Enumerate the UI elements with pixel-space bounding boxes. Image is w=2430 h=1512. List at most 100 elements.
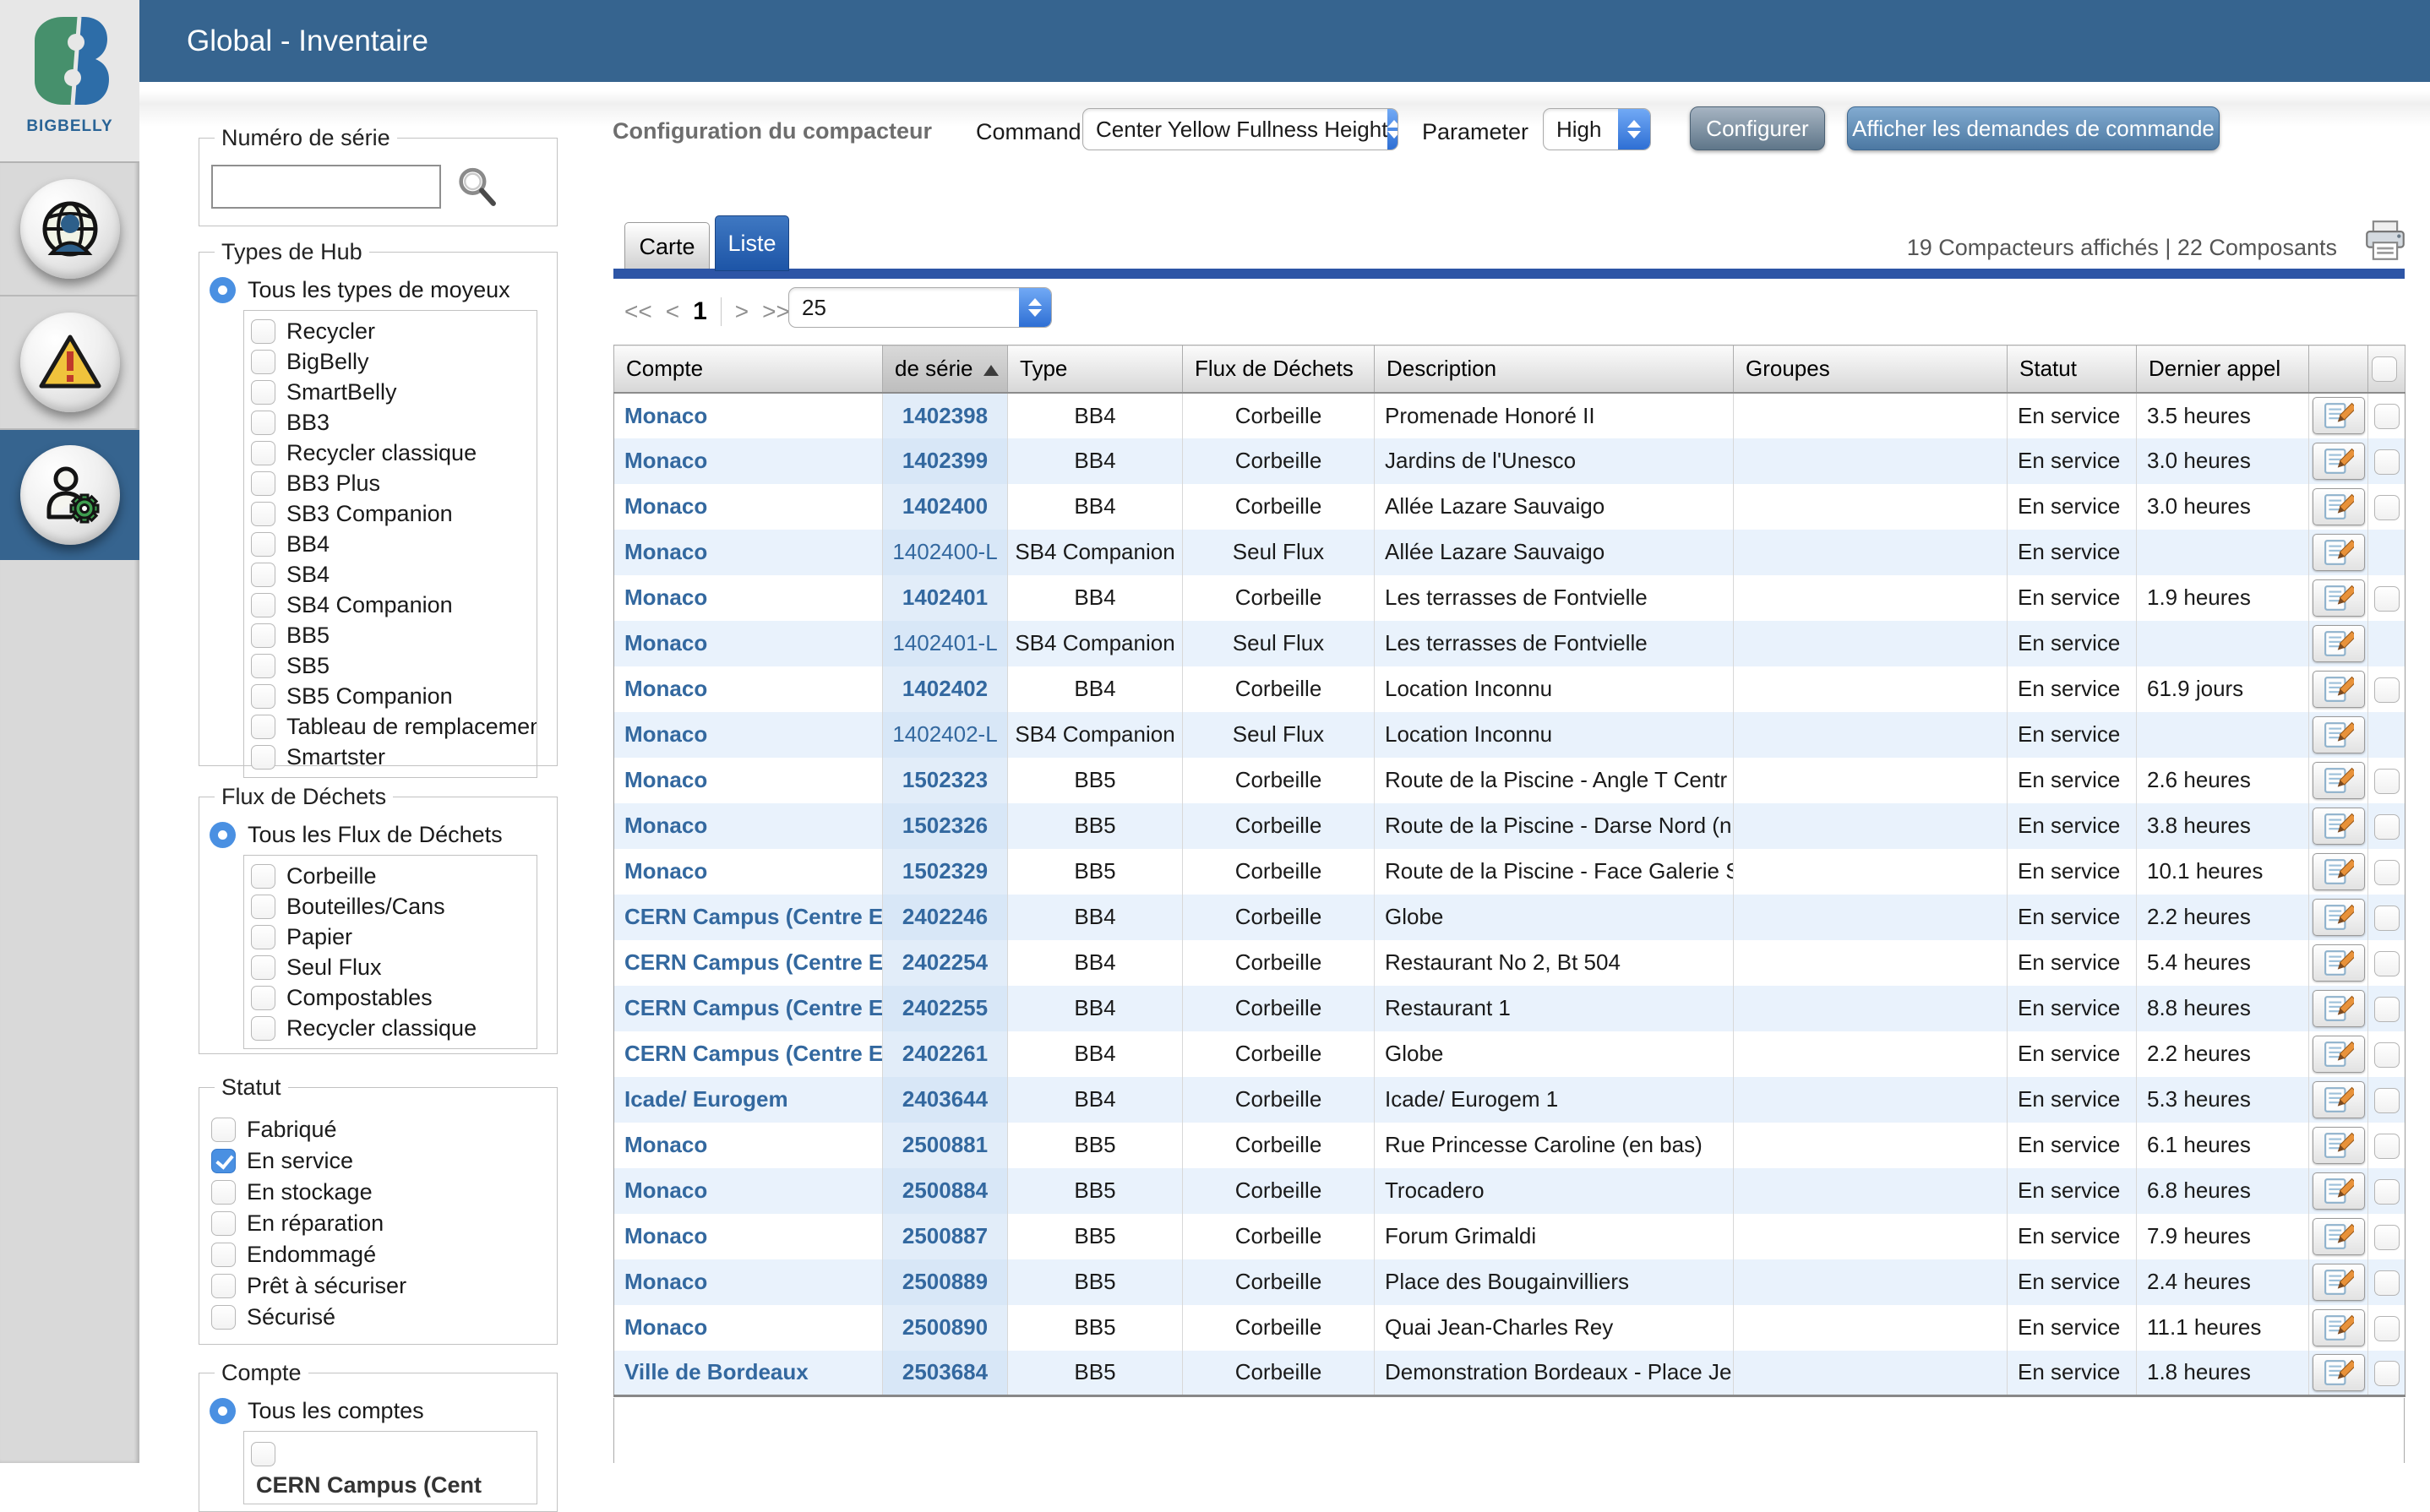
edit-button[interactable] [2312, 1172, 2365, 1210]
row-checkbox[interactable] [2373, 1178, 2400, 1205]
serial-link[interactable]: 2403644 [902, 1086, 989, 1112]
serial-link[interactable]: 2500887 [902, 1223, 989, 1248]
hub-type-checkbox[interactable] [251, 410, 275, 435]
row-checkbox[interactable] [2373, 1042, 2400, 1068]
status-checkbox[interactable] [211, 1149, 236, 1173]
edit-button[interactable] [2312, 1217, 2365, 1255]
account-link[interactable]: CERN Campus (Centre E [624, 904, 883, 929]
row-checkbox[interactable] [2373, 768, 2400, 794]
row-checkbox[interactable] [2373, 449, 2400, 475]
print-button[interactable] [2364, 220, 2406, 262]
col-header-compte[interactable]: Compte [613, 345, 883, 394]
row-checkbox[interactable] [2373, 859, 2400, 885]
account-link[interactable]: Monaco [624, 767, 708, 792]
edit-button[interactable] [2312, 807, 2365, 845]
parameter-select[interactable]: High [1543, 108, 1651, 150]
serial-link[interactable]: 1402401-L [892, 630, 998, 655]
status-checkbox[interactable] [211, 1305, 236, 1330]
alerts-button[interactable] [19, 313, 120, 412]
edit-button[interactable] [2312, 533, 2365, 571]
edit-button[interactable] [2312, 1353, 2365, 1391]
serial-link[interactable]: 2500881 [902, 1132, 989, 1157]
row-checkbox[interactable] [2373, 905, 2400, 931]
account-link[interactable]: Monaco [624, 858, 708, 884]
serial-link[interactable]: 1502329 [902, 858, 989, 884]
account-checkbox[interactable] [251, 1441, 275, 1466]
show-command-requests-button[interactable]: Afficher les demandes de commande [1847, 106, 2220, 150]
serial-link[interactable]: 1402398 [902, 402, 989, 428]
account-link[interactable]: Ville de Bordeaux [624, 1359, 809, 1385]
account-link[interactable]: Monaco [624, 1223, 708, 1248]
hub-type-checkbox[interactable] [251, 379, 275, 405]
account-link[interactable]: Monaco [624, 721, 708, 747]
row-checkbox[interactable] [2373, 404, 2400, 430]
serial-link[interactable]: 2500889 [902, 1269, 989, 1294]
waste-stream-checkbox[interactable] [251, 894, 275, 919]
serial-link[interactable]: 1402402 [902, 676, 989, 701]
hub-type-checkbox[interactable] [251, 501, 275, 526]
user-settings-button[interactable] [19, 445, 120, 545]
hub-type-checkbox[interactable] [251, 349, 275, 374]
page-next-button[interactable]: > [734, 298, 749, 324]
col-header-type[interactable]: Type [1007, 345, 1183, 394]
page-size-select[interactable]: 25 [788, 287, 1052, 328]
serial-search-input[interactable] [211, 165, 441, 209]
edit-button[interactable] [2312, 898, 2365, 936]
waste-stream-checkbox[interactable] [251, 863, 275, 889]
row-checkbox[interactable] [2373, 1270, 2400, 1296]
edit-button[interactable] [2312, 852, 2365, 890]
edit-button[interactable] [2312, 989, 2365, 1027]
account-link[interactable]: Monaco [624, 585, 708, 610]
col-header-groupes[interactable]: Groupes [1733, 345, 2008, 394]
account-link[interactable]: Monaco [624, 1178, 708, 1203]
serial-link[interactable]: 1402400 [902, 493, 989, 519]
row-checkbox[interactable] [2373, 585, 2400, 612]
row-checkbox[interactable] [2373, 996, 2400, 1022]
hub-types-all-radio[interactable] [210, 277, 236, 303]
status-checkbox[interactable] [211, 1274, 236, 1298]
globe-user-button[interactable] [19, 179, 120, 279]
hub-type-checkbox[interactable] [251, 562, 275, 587]
serial-link[interactable]: 2500884 [902, 1178, 989, 1203]
waste-stream-checkbox[interactable] [251, 1015, 275, 1041]
row-checkbox[interactable] [2373, 494, 2400, 520]
edit-button[interactable] [2312, 624, 2365, 662]
row-checkbox[interactable] [2373, 1133, 2400, 1159]
edit-button[interactable] [2312, 579, 2365, 617]
edit-button[interactable] [2312, 670, 2365, 708]
col-header-flux[interactable]: Flux de Déchets [1182, 345, 1375, 394]
waste-stream-checkbox[interactable] [251, 924, 275, 949]
account-link[interactable]: Monaco [624, 1269, 708, 1294]
waste-stream-checkbox[interactable] [251, 955, 275, 980]
hub-type-checkbox[interactable] [251, 531, 275, 557]
row-checkbox[interactable] [2373, 950, 2400, 976]
serial-link[interactable]: 1502326 [902, 813, 989, 838]
command-select[interactable]: Center Yellow Fullness Height [1082, 108, 1398, 150]
account-link[interactable]: Monaco [624, 493, 708, 519]
status-checkbox[interactable] [211, 1180, 236, 1205]
hub-type-checkbox[interactable] [251, 714, 275, 739]
page-first-button[interactable]: << [624, 298, 652, 324]
edit-button[interactable] [2312, 442, 2365, 480]
account-link[interactable]: CERN Campus (Centre E [624, 995, 883, 1020]
edit-button[interactable] [2312, 944, 2365, 982]
waste-streams-all-radio[interactable] [210, 822, 236, 848]
account-link[interactable]: Monaco [624, 630, 708, 655]
serial-link[interactable]: 2402246 [902, 904, 989, 929]
serial-link[interactable]: 1502323 [902, 767, 989, 792]
edit-button[interactable] [2312, 1080, 2365, 1118]
account-link[interactable]: Monaco [624, 1314, 708, 1340]
search-icon[interactable] [455, 165, 499, 209]
account-link[interactable]: Icade/ Eurogem [624, 1086, 788, 1112]
waste-stream-checkbox[interactable] [251, 985, 275, 1010]
serial-link[interactable]: 2402255 [902, 995, 989, 1020]
row-checkbox[interactable] [2373, 1360, 2400, 1386]
status-checkbox[interactable] [211, 1211, 236, 1236]
account-link[interactable]: Monaco [624, 1132, 708, 1157]
edit-button[interactable] [2312, 1263, 2365, 1301]
serial-link[interactable]: 1402401 [902, 585, 989, 610]
col-header-statut[interactable]: Statut [2007, 345, 2137, 394]
row-checkbox[interactable] [2373, 1087, 2400, 1113]
edit-button[interactable] [2312, 761, 2365, 799]
serial-link[interactable]: 2402261 [902, 1041, 989, 1066]
